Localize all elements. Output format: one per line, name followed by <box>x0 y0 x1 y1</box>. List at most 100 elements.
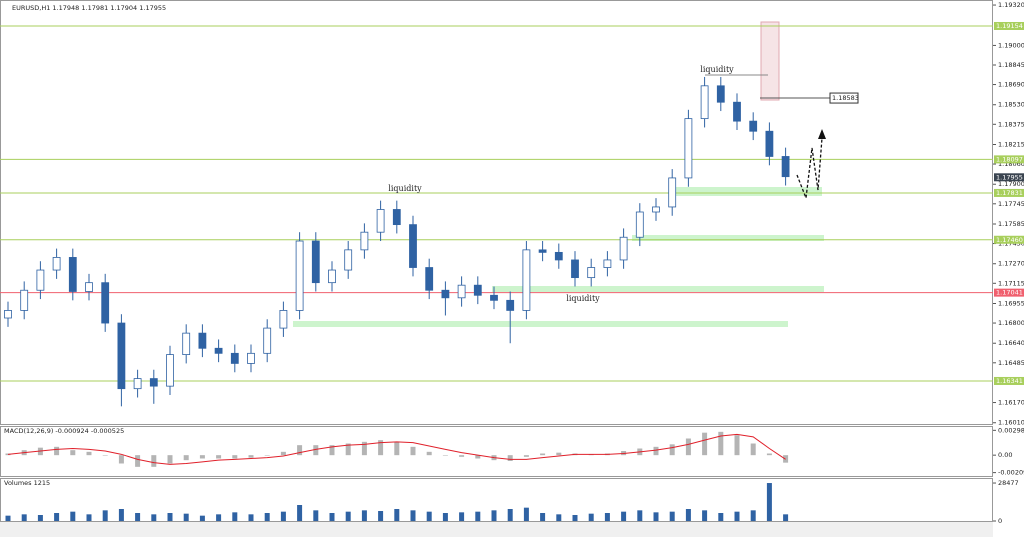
candle-body <box>68 257 77 292</box>
y-tick-label: 1.17745 <box>998 200 1024 208</box>
projection-arrow <box>796 137 823 199</box>
volume-bar <box>248 514 254 521</box>
price-marker-label: 1.18583 <box>832 94 859 102</box>
macd-signal <box>7 433 786 465</box>
macd-bar <box>734 435 740 456</box>
macd-bar <box>232 455 238 459</box>
y-tick-label: 1.18215 <box>998 140 1024 148</box>
annotation: liquidity <box>566 294 600 303</box>
candle-body <box>441 289 450 299</box>
macd-bar <box>766 453 772 456</box>
volume-bar <box>86 514 92 521</box>
candle-body <box>247 352 255 364</box>
candle-body <box>133 378 142 390</box>
y-tick-label: 1.16955 <box>998 299 1024 307</box>
candle-body <box>4 310 12 319</box>
y-tick-label: 1.16800 <box>998 319 1024 327</box>
y-tick-label: 1.16170 <box>998 399 1024 407</box>
level-label: 1.19154 <box>996 22 1023 30</box>
y-tick-label: 1.17270 <box>998 260 1024 268</box>
candle-body <box>392 209 401 226</box>
level-label-bg <box>994 173 1024 182</box>
candle-body <box>700 85 709 120</box>
zone <box>492 286 824 292</box>
volume-bar <box>183 513 189 521</box>
candle-body <box>652 206 660 213</box>
candle-body <box>311 240 320 284</box>
candle-body <box>668 177 677 208</box>
y-tick-label: 1.18690 <box>998 81 1024 89</box>
y-tick-label: 1.17115 <box>998 279 1024 287</box>
volume-bar <box>199 515 205 521</box>
candle-body <box>101 282 110 324</box>
main-panel <box>0 0 993 425</box>
candle-body <box>538 249 547 253</box>
volume-bar <box>588 513 594 521</box>
volume-bar <box>491 510 497 521</box>
level-label: 1.18097 <box>996 155 1023 163</box>
macd-bar <box>70 450 76 456</box>
y-tick-label: 1.18530 <box>998 101 1024 109</box>
volume-bar <box>653 512 659 521</box>
annotation: liquidity <box>388 184 422 193</box>
candle-body <box>603 259 612 268</box>
level-label-bg <box>994 21 1024 30</box>
macd-bar <box>685 438 691 456</box>
y-tick-label: 1.19320 <box>998 1 1024 9</box>
volume-bar <box>669 511 675 521</box>
macd-bar <box>394 441 400 456</box>
macd-bar <box>702 432 708 456</box>
zone <box>632 235 824 241</box>
volume-bar <box>766 483 772 521</box>
y-tick-label: 1.16010 <box>998 419 1024 427</box>
candle-body <box>360 231 369 251</box>
y-tick-label: -0.002093 <box>998 469 1024 477</box>
candle-body <box>279 310 288 329</box>
macd-bar <box>329 445 335 456</box>
macd-bar <box>183 455 189 461</box>
volume-bar <box>118 509 124 521</box>
candle-body <box>749 120 758 132</box>
y-tick-label: 1.19000 <box>998 41 1024 49</box>
volume-bar <box>216 514 222 521</box>
macd-bar <box>750 443 756 456</box>
volume-bar <box>21 514 27 521</box>
candle-body <box>619 236 628 261</box>
y-tick-label: 1.18375 <box>998 120 1024 128</box>
macd-bar <box>378 440 384 456</box>
volume-bar <box>426 511 432 521</box>
candle-body <box>166 354 174 387</box>
level-label: 1.17041 <box>996 289 1023 297</box>
candle-body <box>587 267 596 279</box>
zone <box>293 321 788 327</box>
volume-bar <box>507 509 513 521</box>
candle-body <box>522 249 531 311</box>
macd-bar <box>167 455 173 464</box>
macd-bar <box>442 455 448 456</box>
candle-body <box>117 322 126 390</box>
candle-body <box>506 299 515 311</box>
candle-body <box>571 259 579 279</box>
volume-bar <box>167 513 173 521</box>
volume-bar <box>37 515 43 521</box>
candle-body <box>149 378 158 387</box>
level-label: 1.17831 <box>996 189 1023 197</box>
candle-body <box>684 118 693 179</box>
macd-bar <box>297 445 303 456</box>
volume-bar <box>442 513 448 521</box>
price-marker-box <box>829 92 859 104</box>
y-tick-label: 1.17900 <box>998 180 1024 188</box>
candle-body <box>733 101 741 122</box>
macd-bar <box>426 451 432 456</box>
candle-body <box>376 209 385 233</box>
y-tick-label: 1.18060 <box>998 160 1024 168</box>
y-tick-label: 1.16640 <box>998 339 1024 347</box>
y-tick-label: 1.17585 <box>998 220 1024 228</box>
volume-bar <box>297 505 303 521</box>
candle-body <box>20 289 29 311</box>
volume-bar <box>151 514 157 521</box>
macd-bar <box>653 446 659 456</box>
macd-bar <box>345 443 351 456</box>
macd-bar <box>361 441 367 456</box>
